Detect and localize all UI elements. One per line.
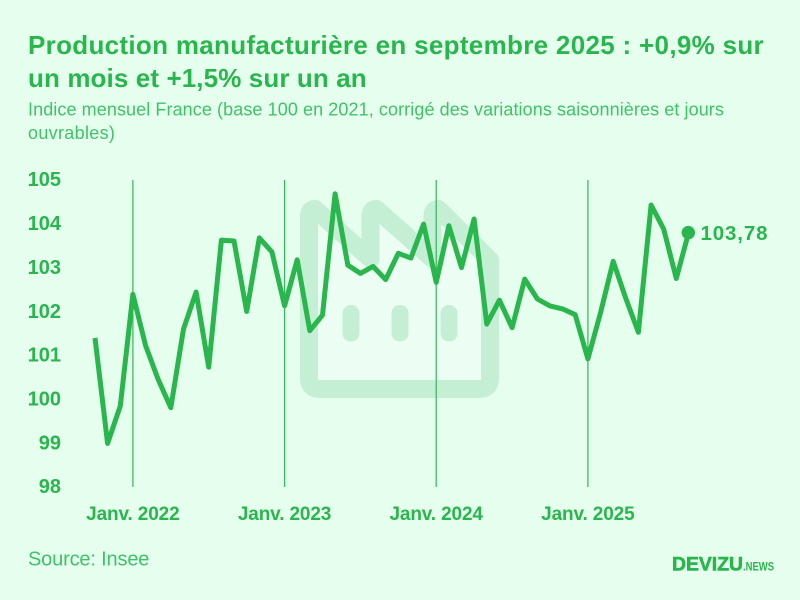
svg-text:Janv. 2024: Janv. 2024 (389, 504, 483, 525)
svg-text:99: 99 (39, 432, 61, 454)
svg-text:Janv. 2022: Janv. 2022 (86, 504, 180, 525)
svg-text:103,78: 103,78 (701, 222, 768, 245)
svg-text:103: 103 (28, 257, 61, 279)
svg-text:Production manufacturière en s: Production manufacturière en septembre 2… (28, 30, 764, 60)
svg-text:102: 102 (28, 301, 61, 323)
svg-text:101: 101 (28, 345, 61, 367)
svg-text:100: 100 (28, 389, 61, 411)
svg-text:Janv. 2023: Janv. 2023 (238, 504, 332, 525)
svg-text:Source: Insee: Source: Insee (28, 548, 149, 570)
svg-text:ouvrables): ouvrables) (28, 123, 115, 143)
svg-text:DEVIZU: DEVIZU (672, 554, 743, 576)
svg-text:Indice mensuel France (base 10: Indice mensuel France (base 100 en 2021,… (28, 100, 724, 120)
svg-text:Janv. 2025: Janv. 2025 (541, 504, 635, 525)
svg-text:105: 105 (28, 169, 61, 191)
svg-text:98: 98 (39, 476, 61, 498)
svg-text:104: 104 (28, 213, 62, 235)
svg-text:un mois et +1,5% sur un an: un mois et +1,5% sur un an (28, 63, 367, 93)
svg-text:.NEWS: .NEWS (743, 560, 774, 574)
